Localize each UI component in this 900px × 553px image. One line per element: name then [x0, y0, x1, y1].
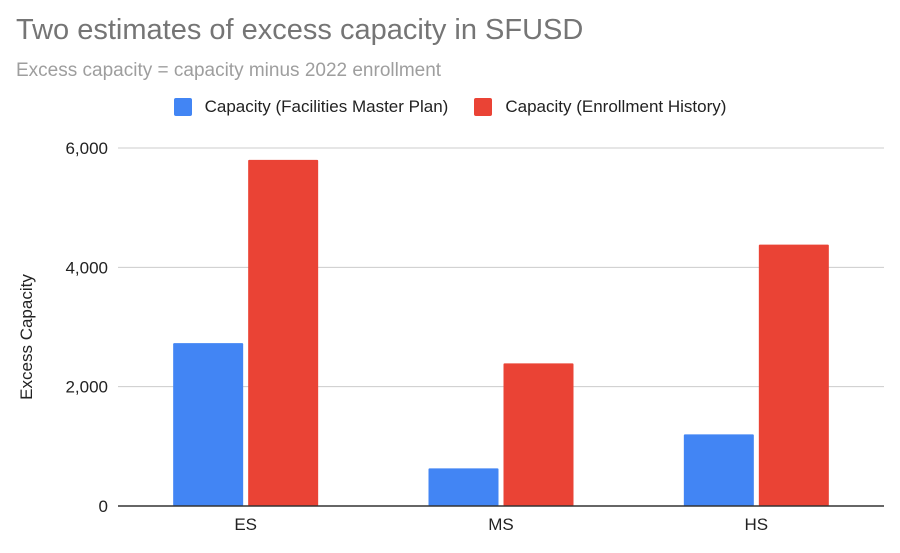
bar-hs-series-1[interactable]	[758, 244, 829, 506]
y-tick-label: 6,000	[65, 139, 108, 158]
legend-item-facilities[interactable]: Capacity (Facilities Master Plan)	[173, 97, 449, 117]
y-axis-ticks: 0 2,000 4,000 6,000	[65, 139, 108, 516]
y-tick-label: 2,000	[65, 378, 108, 397]
bar-ms-series-1[interactable]	[503, 363, 574, 506]
legend-item-enrollment[interactable]: Capacity (Enrollment History)	[474, 97, 726, 117]
legend-label-enrollment: Capacity (Enrollment History)	[505, 97, 727, 116]
legend-swatch-facilities	[173, 98, 192, 116]
gridlines	[118, 147, 884, 388]
x-tick-label: HS	[745, 515, 769, 534]
legend-label-facilities: Capacity (Facilities Master Plan)	[204, 97, 449, 116]
y-tick-label: 4,000	[65, 258, 108, 277]
y-tick-label: 0	[99, 497, 108, 516]
x-axis-ticks: ES MS HS	[234, 515, 768, 534]
bar-es-series-1[interactable]	[248, 159, 319, 506]
x-tick-label: ES	[234, 515, 257, 534]
y-axis-label: Excess Capacity	[17, 274, 36, 400]
legend: Capacity (Facilities Master Plan) Capaci…	[0, 97, 900, 117]
bar-hs-series-0[interactable]	[683, 434, 754, 506]
bar-ms-series-0[interactable]	[428, 468, 499, 506]
legend-swatch-enrollment	[474, 98, 493, 116]
x-tick-label: MS	[488, 515, 514, 534]
bars	[173, 159, 829, 506]
chart-subtitle: Excess capacity = capacity minus 2022 en…	[16, 60, 442, 81]
bar-es-series-0[interactable]	[173, 343, 244, 506]
chart-title: Two estimates of excess capacity in SFUS…	[16, 14, 584, 46]
